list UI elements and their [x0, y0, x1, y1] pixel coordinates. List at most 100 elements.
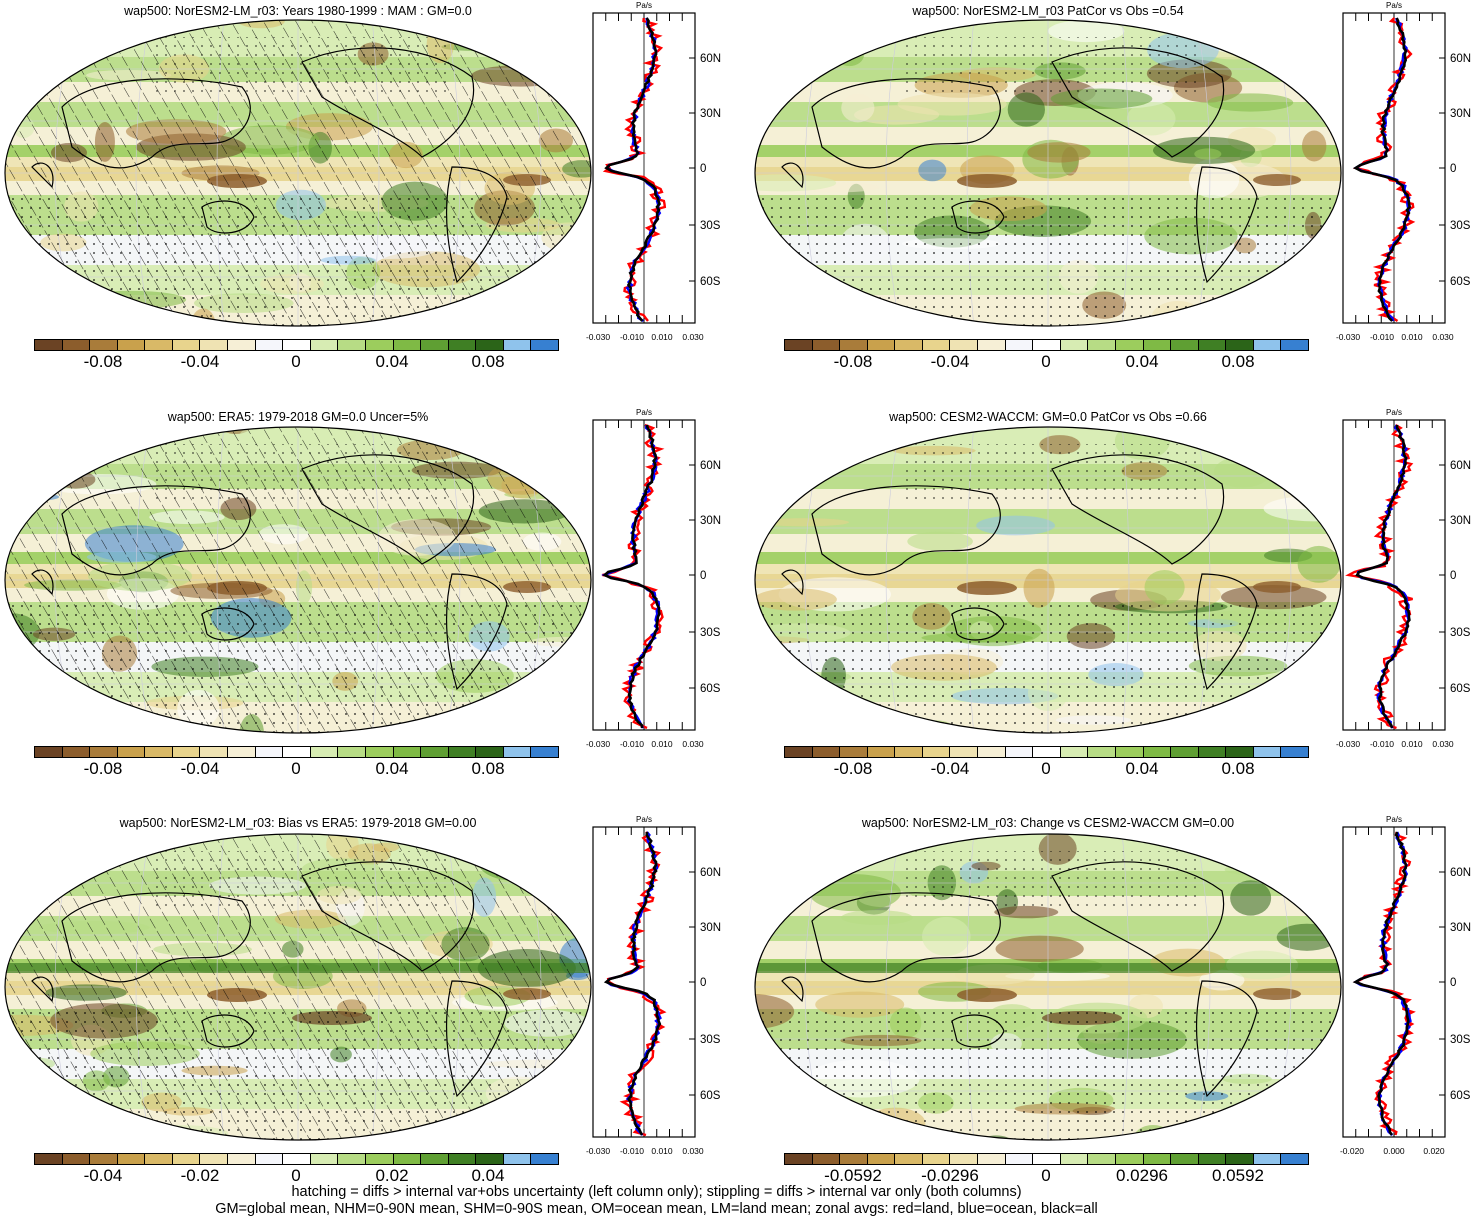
colorbar	[784, 746, 1309, 758]
colorbar-tick-label: 0.04	[375, 759, 409, 778]
colorbar-swatch	[531, 1154, 558, 1164]
colorbar-swatch	[62, 1154, 91, 1164]
colorbar-swatch	[338, 340, 366, 350]
colorbar-swatch	[365, 340, 394, 350]
latitude-label: 60N	[1450, 53, 1471, 65]
map-border	[4, 426, 592, 734]
map-panel	[752, 831, 1344, 1143]
latitude-label: 60N	[700, 53, 721, 65]
panel-title: wap500: NorESM2-LM_r03: Years 1980-1999 …	[124, 4, 472, 18]
colorbar-tick-label: 0.04	[1125, 759, 1159, 778]
latitude-label: 0	[700, 163, 706, 175]
colorbar-tick-label: -0.08	[833, 352, 873, 371]
zonal-x-tick-label: -0.020	[1340, 1146, 1364, 1156]
colorbar-tick-label: -0.08	[83, 352, 123, 371]
map-panel	[2, 17, 594, 329]
latitude-label: 0	[1450, 570, 1456, 582]
colorbar-swatch	[1198, 747, 1227, 757]
map-panel	[752, 424, 1344, 736]
colorbar-swatch	[35, 747, 63, 757]
hatching-overlay	[5, 427, 591, 733]
colorbar-swatch	[35, 340, 63, 350]
colorbar-swatch	[1253, 340, 1282, 350]
latitude-label: 30S	[1450, 627, 1471, 639]
colorbar-swatch	[255, 340, 284, 350]
colorbar-tick-label: -0.02	[180, 1166, 220, 1185]
zonal-x-tick-label: -0.030	[586, 739, 610, 749]
colorbar-swatch	[1060, 340, 1089, 350]
latitude-label: 60S	[700, 276, 721, 288]
colorbar-swatch	[785, 747, 813, 757]
colorbar-swatch	[1115, 1154, 1144, 1164]
zonal-mean-plot: Pa/s 60N 30N 0 30S 60S -0.020 0.000 0.020	[1336, 814, 1476, 1174]
colorbar-swatch	[531, 340, 558, 350]
zonal-x-tick-label: 0.000	[1383, 1146, 1405, 1156]
colorbar-swatch	[922, 340, 951, 350]
latitude-label: 30N	[1450, 108, 1471, 120]
colorbar-swatch	[90, 340, 118, 350]
colorbar-tick-label: 0.04	[1125, 352, 1159, 371]
colorbar-swatch	[978, 747, 1006, 757]
colorbar-swatch	[1281, 340, 1308, 350]
colorbar-swatch	[421, 340, 449, 350]
colorbar-swatch	[228, 747, 256, 757]
colorbar-swatch	[283, 1154, 311, 1164]
colorbar-swatch	[283, 340, 311, 350]
colorbar-tick-label: 0	[291, 1166, 301, 1185]
colorbar-tick-label: -0.08	[83, 759, 123, 778]
colorbar-swatch	[1226, 340, 1254, 350]
map-panel	[2, 831, 594, 1143]
map-border	[4, 19, 592, 327]
map-border	[4, 833, 592, 1141]
colorbar-swatch	[1115, 747, 1144, 757]
zonal-x-tick-label: -0.030	[1336, 739, 1360, 749]
zonal-x-tick-label: 0.010	[1401, 332, 1423, 342]
colorbar-tick-label: 0	[291, 352, 301, 371]
colorbar-swatch	[785, 1154, 813, 1164]
zonal-x-tick-label: -0.010	[620, 1146, 644, 1156]
zonal-unit-label: Pa/s	[1386, 1, 1402, 10]
latitude-label: 30N	[700, 515, 721, 527]
colorbar-swatch	[310, 1154, 339, 1164]
colorbar-tick-label: 0.08	[471, 352, 505, 371]
colorbar-tick-label: 0.04	[375, 352, 409, 371]
colorbar-swatch	[1005, 340, 1034, 350]
colorbar-swatch	[1226, 1154, 1254, 1164]
colorbar-swatch	[922, 747, 951, 757]
zonal-all-curve	[603, 831, 662, 1136]
colorbar-swatch	[867, 340, 896, 350]
colorbar-swatch	[476, 340, 504, 350]
panel-title: wap500: NorESM2-LM_r03: Bias vs ERA5: 19…	[119, 816, 477, 830]
zonal-unit-label: Pa/s	[636, 1, 652, 10]
colorbar-swatch	[338, 747, 366, 757]
colorbar-tick-label: -0.08	[833, 759, 873, 778]
colorbar-swatch	[365, 1154, 394, 1164]
zonal-land-curve	[1345, 423, 1414, 730]
colorbar-swatch	[1115, 340, 1144, 350]
zonal-mean-plot: Pa/s 60N 30N 0 30S 60S -0.030 -0.010 0.010 0.030	[1336, 407, 1476, 767]
colorbar	[34, 339, 559, 351]
zonal-mean-plot: Pa/s 60N 30N 0 30S 60S -0.030 -0.010 0.010 0.030	[1336, 0, 1476, 360]
zonal-all-curve	[1355, 424, 1411, 729]
colorbar	[784, 1153, 1309, 1165]
latitude-label: 30N	[1450, 922, 1471, 934]
colorbar-swatch	[62, 747, 91, 757]
colorbar-swatch	[448, 340, 477, 350]
colorbar-swatch	[503, 340, 532, 350]
colorbar-swatch	[1033, 747, 1061, 757]
hatching-overlay	[5, 20, 591, 326]
hatching-overlay	[5, 834, 591, 1140]
colorbar-swatch	[393, 1154, 422, 1164]
colorbar-swatch	[922, 1154, 951, 1164]
colorbar-tick-label: -0.0592	[824, 1166, 882, 1185]
map-panel	[2, 424, 594, 736]
colorbar-swatch	[1253, 747, 1282, 757]
colorbar-tick-label: 0.08	[471, 759, 505, 778]
colorbar-swatch	[1060, 747, 1089, 757]
colorbar-swatch	[1143, 1154, 1172, 1164]
latitude-label: 60S	[1450, 276, 1471, 288]
colorbar-swatch	[200, 747, 229, 757]
colorbar-tick-label: 0	[1041, 1166, 1051, 1185]
colorbar-swatch	[1281, 747, 1308, 757]
